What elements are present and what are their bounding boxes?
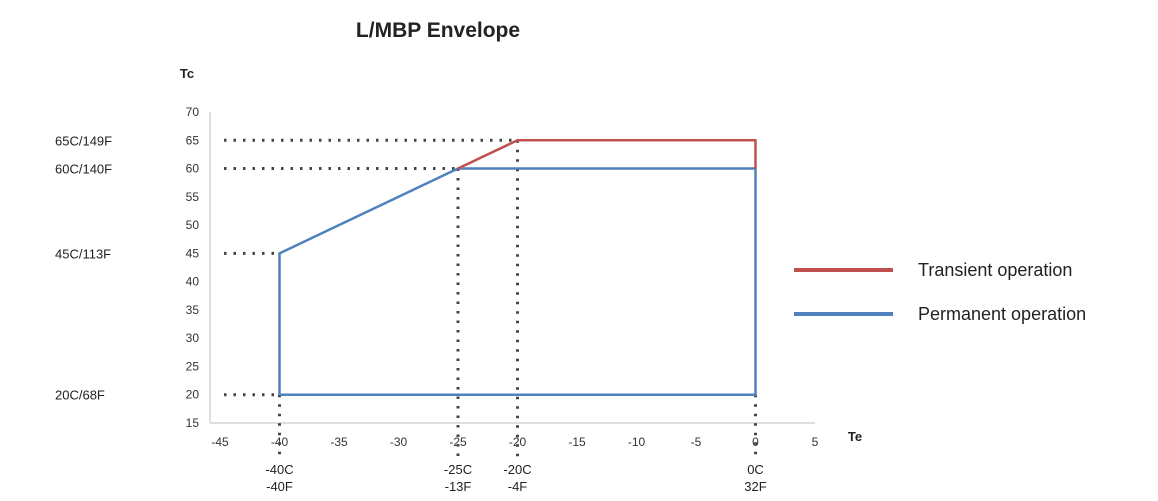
chart-title: L/MBP Envelope [356, 19, 520, 42]
x-tick-label-5: 5 [812, 435, 819, 449]
reference-dotted-lines [224, 138, 757, 458]
y-ref-label-45: 45C/113F [55, 246, 111, 261]
y-tick-label-15: 15 [186, 416, 200, 430]
y-tick-label-25: 25 [186, 359, 200, 373]
y-ref-label-60: 60C/140F [55, 162, 112, 177]
x-tick-label-15: -15 [568, 435, 586, 449]
series-line-permanent-operation [278, 167, 757, 396]
y-tick-label-30: 30 [186, 331, 200, 345]
y-tick-labels: 15 20 25 30 35 40 45 50 55 60 65 70 [186, 105, 200, 430]
x-ref-label-fahrenheit-20: -4F [508, 479, 528, 494]
x-ref-label-fahrenheit-40: -40F [266, 479, 293, 494]
y-tick-label-55: 55 [186, 190, 200, 204]
x-ref-label-celsius-0: 0C [747, 462, 764, 477]
legend-label-permanent-operation: Permanent operation [918, 304, 1086, 324]
y-axis-title: Tc [180, 66, 194, 81]
y-tick-label-20: 20 [186, 388, 200, 402]
x-tick-label-0: 0 [752, 435, 759, 449]
x-ref-label-celsius-20: -20C [503, 462, 531, 477]
x-tick-label-30: -30 [390, 435, 408, 449]
legend-label-transient-operation: Transient operation [918, 260, 1072, 280]
y-tick-label-45: 45 [186, 246, 200, 260]
x-ref-label-fahrenheit-0: 32F [744, 479, 766, 494]
x-tick-label-10: -10 [628, 435, 646, 449]
y-tick-label-35: 35 [186, 303, 200, 317]
y-ref-label-65: 65C/149F [55, 133, 112, 148]
series-lines [278, 139, 757, 396]
x-tick-label-5: -5 [691, 435, 702, 449]
x-ref-label-celsius-40: -40C [265, 462, 293, 477]
x-tick-label-40: -40 [271, 435, 289, 449]
x-tick-label-45: -45 [211, 435, 229, 449]
x-ref-label-fahrenheit-25: -13F [445, 479, 472, 494]
series-line-transient-operation [457, 139, 757, 170]
x-axis-title: Te [848, 429, 862, 444]
x-tick-label-35: -35 [330, 435, 348, 449]
legend: Transient operation Permanent operation [794, 260, 1086, 324]
y-tick-label-60: 60 [186, 162, 200, 176]
x-tick-label-20: -20 [509, 435, 527, 449]
y-tick-label-40: 40 [186, 275, 200, 289]
y-tick-label-50: 50 [186, 218, 200, 232]
x-tick-label-25: -25 [449, 435, 467, 449]
y-ref-label-20: 20C/68F [55, 388, 105, 403]
x-ref-label-celsius-25: -25C [444, 462, 472, 477]
y-tick-label-65: 65 [186, 133, 200, 147]
reference-labels: 65C/149F 60C/140F 45C/113F 20C/68F -40C -40F -… [55, 133, 767, 494]
y-tick-label-70: 70 [186, 105, 200, 119]
x-tick-labels: -45 -40 -35 -30 -25 -20 -15 -10 -5 0 5 [211, 435, 818, 449]
